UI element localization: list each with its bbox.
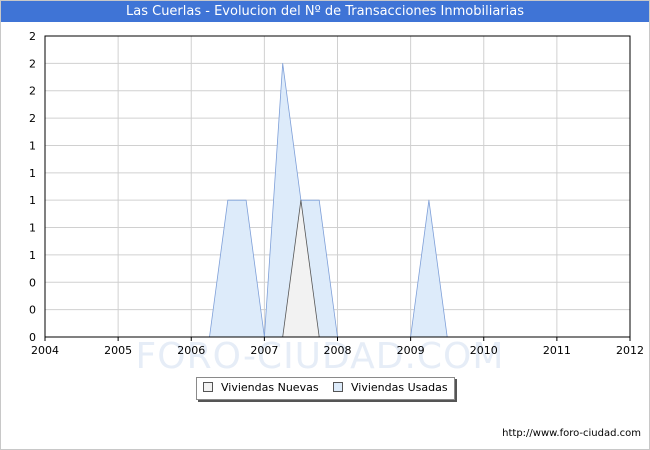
y-tick-label: 0: [29, 304, 36, 317]
watermark-text: FORO-CIUDAD.COM: [136, 336, 505, 377]
x-tick-label: 2010: [470, 344, 498, 357]
legend-label-nuevas: Viviendas Nuevas: [221, 381, 319, 394]
y-tick-label: 1: [29, 194, 36, 207]
legend: Viviendas Nuevas Viviendas Usadas: [196, 377, 455, 400]
legend-label-usadas: Viviendas Usadas: [351, 381, 448, 394]
y-tick-label: 0: [29, 276, 36, 289]
y-tick-label: 2: [29, 112, 36, 125]
y-tick-label: 1: [29, 167, 36, 180]
x-tick-label: 2012: [616, 344, 644, 357]
series-area-usadas: [209, 63, 448, 338]
chart-title: Las Cuerlas - Evolucion del Nº de Transa…: [1, 1, 649, 22]
y-tick-label: 1: [29, 249, 36, 262]
x-tick-label: 2011: [543, 344, 571, 357]
legend-swatch-nuevas: [203, 382, 213, 392]
y-tick-label: 1: [29, 139, 36, 152]
legend-item-nuevas: Viviendas Nuevas: [203, 381, 319, 395]
x-tick-label: 2006: [177, 344, 205, 357]
x-tick-label: 2009: [397, 344, 425, 357]
y-tick-label: 2: [29, 57, 36, 70]
x-tick-label: 2005: [104, 344, 132, 357]
x-tick-label: 2007: [250, 344, 278, 357]
y-tick-label: 0: [29, 331, 36, 344]
x-tick-label: 2008: [324, 344, 352, 357]
x-tick-label: 2004: [31, 344, 59, 357]
y-tick-label: 2: [29, 85, 36, 98]
source-credit: http://www.foro-ciudad.com: [502, 428, 641, 439]
y-tick-label: 1: [29, 222, 36, 235]
y-tick-label: 2: [29, 30, 36, 43]
legend-item-usadas: Viviendas Usadas: [333, 381, 448, 395]
legend-swatch-usadas: [333, 382, 343, 392]
